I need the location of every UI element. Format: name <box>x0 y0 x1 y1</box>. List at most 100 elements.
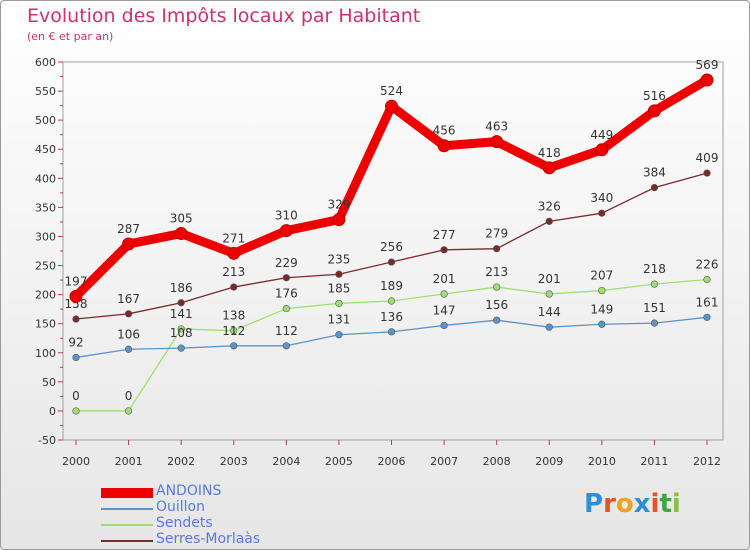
data-label: 256 <box>380 240 403 254</box>
data-point <box>72 407 80 415</box>
x-tick-label: 2007 <box>430 455 458 468</box>
data-label: 185 <box>327 281 350 295</box>
data-point <box>598 209 606 217</box>
data-point <box>174 227 188 241</box>
x-tick-label: 2005 <box>325 455 353 468</box>
data-label: 516 <box>643 89 666 103</box>
data-point <box>72 315 80 323</box>
data-label: 108 <box>170 326 193 340</box>
data-point <box>703 313 711 321</box>
data-point <box>493 245 501 253</box>
data-label: 141 <box>170 307 193 321</box>
data-label: 207 <box>590 269 613 283</box>
proxiti-logo: Proxiti <box>584 489 681 519</box>
y-tick-label: -50 <box>38 434 56 447</box>
y-tick-label: 450 <box>35 143 56 156</box>
data-label: 277 <box>433 228 456 242</box>
data-label: 0 <box>125 389 133 403</box>
data-label: 112 <box>275 324 298 338</box>
data-label: 0 <box>72 389 80 403</box>
data-point <box>124 407 133 415</box>
data-label: 106 <box>117 327 140 341</box>
data-point <box>335 270 343 278</box>
data-label: 213 <box>485 265 508 279</box>
data-label: 197 <box>65 274 88 288</box>
x-tick-label: 2006 <box>378 455 406 468</box>
data-point <box>69 289 83 303</box>
data-label: 144 <box>538 305 561 319</box>
x-tick-label: 2012 <box>693 455 721 468</box>
legend-label: Ouillon <box>156 499 205 515</box>
data-label: 156 <box>485 298 508 312</box>
data-point <box>282 342 290 350</box>
data-label: 176 <box>275 287 298 301</box>
data-point <box>335 299 343 307</box>
y-tick-label: 250 <box>35 260 56 273</box>
x-tick-label: 2002 <box>167 455 195 468</box>
logo-letter: P <box>584 489 604 519</box>
data-point <box>335 331 343 339</box>
legend-label: Serres-Morlaàs <box>156 531 261 547</box>
y-tick-label: 200 <box>35 289 56 302</box>
data-label: 409 <box>696 151 719 165</box>
data-label: 340 <box>590 191 613 205</box>
data-label: 449 <box>590 128 613 142</box>
data-point <box>595 143 609 157</box>
y-tick-label: 300 <box>35 230 56 243</box>
data-point <box>385 99 398 113</box>
logo-letter: i <box>671 489 681 519</box>
y-tick-label: 550 <box>35 85 56 98</box>
data-label: 147 <box>433 303 456 317</box>
data-point <box>72 353 80 362</box>
legend-swatch <box>101 508 153 510</box>
data-point <box>124 310 133 318</box>
data-label: 218 <box>643 262 666 276</box>
data-label: 463 <box>485 120 508 134</box>
data-point <box>387 258 396 266</box>
data-point <box>332 213 346 227</box>
data-point <box>437 139 451 153</box>
legend-swatch <box>101 488 153 498</box>
data-point <box>387 328 396 336</box>
data-label: 167 <box>117 292 140 306</box>
data-point <box>598 286 606 295</box>
data-label: 418 <box>538 146 561 160</box>
data-label: 136 <box>380 310 403 324</box>
data-point <box>545 217 553 225</box>
x-tick-label: 2011 <box>640 455 668 468</box>
data-label: 201 <box>433 272 456 286</box>
data-point <box>177 325 185 333</box>
data-point <box>650 184 659 192</box>
chart-subtitle: (en € et par an) <box>27 30 114 43</box>
data-point <box>647 104 661 118</box>
data-label: 201 <box>538 272 561 286</box>
data-label: 226 <box>696 257 719 271</box>
x-tick-label: 2009 <box>535 455 563 468</box>
y-tick-label: 150 <box>35 318 56 331</box>
data-label: 384 <box>643 166 666 180</box>
data-point <box>650 319 659 327</box>
legend-swatch <box>101 524 153 526</box>
x-tick-label: 2003 <box>220 455 248 468</box>
data-point <box>387 297 396 305</box>
data-point <box>440 246 448 254</box>
data-label: 305 <box>170 212 193 226</box>
data-label: 569 <box>696 58 719 72</box>
data-point <box>177 344 185 352</box>
data-label: 287 <box>117 222 140 236</box>
data-point <box>650 280 659 288</box>
data-label: 456 <box>433 124 456 138</box>
data-label: 279 <box>485 227 508 241</box>
data-point <box>122 237 136 251</box>
data-label: 213 <box>222 265 245 279</box>
x-tick-label: 2008 <box>483 455 511 468</box>
data-point <box>124 345 133 353</box>
data-label: 229 <box>275 256 298 270</box>
data-point <box>282 274 290 282</box>
data-point <box>440 290 448 298</box>
logo-letter: o <box>615 489 634 519</box>
data-label: 158 <box>65 297 88 311</box>
data-point <box>598 320 606 328</box>
logo-letter: i <box>650 489 660 519</box>
